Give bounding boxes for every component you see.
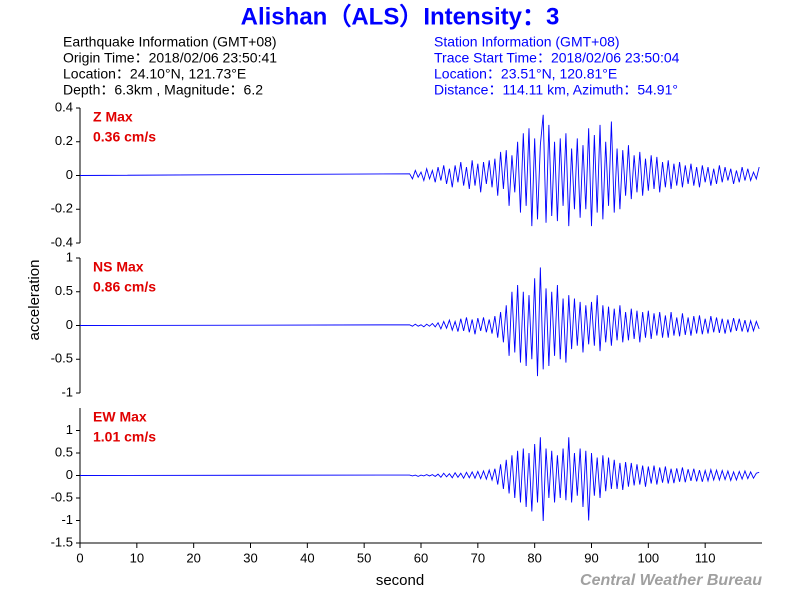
x-tick-label: 50 <box>357 550 371 565</box>
earthquake-info: Earthquake Information (GMT+08) <box>63 34 277 50</box>
panel-label: Z Max <box>93 109 133 125</box>
x-tick-label: 40 <box>300 550 314 565</box>
waveform <box>79 114 760 227</box>
x-tick-label: 80 <box>527 550 541 565</box>
y-tick-label: -1 <box>61 384 73 399</box>
x-axis-label: second <box>376 572 424 589</box>
x-tick-label: 110 <box>695 550 716 565</box>
x-tick-label: 30 <box>243 550 257 565</box>
panel-label: NS Max <box>93 259 144 275</box>
y-tick-label: -1 <box>61 512 73 527</box>
waveform <box>79 267 760 377</box>
watermark: Central Weather Bureau <box>580 572 762 589</box>
y-tick-label: 0.5 <box>55 444 73 459</box>
y-tick-label: 0 <box>66 167 73 182</box>
y-tick-label: 1 <box>66 422 73 437</box>
y-tick-label: -1.5 <box>51 534 73 549</box>
y-tick-label: -0.2 <box>51 201 73 216</box>
earthquake-info: Depth：6.3km , Magnitude：6.2 <box>63 82 263 98</box>
panel-peak: 0.36 cm/s <box>93 129 156 145</box>
y-tick-label: 0.2 <box>55 133 73 148</box>
y-tick-label: -0.4 <box>51 234 73 249</box>
x-tick-label: 10 <box>130 550 144 565</box>
x-tick-label: 70 <box>471 550 485 565</box>
earthquake-info: Location：24.10°N, 121.73°E <box>63 66 246 82</box>
x-tick-label: 60 <box>414 550 428 565</box>
station-info: Station Information (GMT+08) <box>434 34 620 50</box>
panel-label: EW Max <box>93 409 147 425</box>
x-tick-label: 0 <box>76 550 83 565</box>
waveform <box>79 437 760 521</box>
panel-peak: 0.86 cm/s <box>93 279 156 295</box>
station-info: Location：23.51°N, 120.81°E <box>434 66 617 82</box>
chart-title: Alishan（ALS）Intensity：3 <box>241 3 560 30</box>
x-tick-label: 90 <box>584 550 598 565</box>
y-tick-label: 0 <box>66 467 73 482</box>
y-tick-label: -0.5 <box>51 489 73 504</box>
y-tick-label: 0.4 <box>55 99 73 114</box>
station-info: Distance：114.11 km, Azimuth：54.91° <box>434 82 678 98</box>
y-tick-label: 1 <box>66 249 73 264</box>
earthquake-info: Origin Time：2018/02/06 23:50:41 <box>63 50 277 66</box>
y-tick-label: -0.5 <box>51 351 73 366</box>
y-axis-label: acceleration <box>26 260 43 341</box>
x-tick-label: 100 <box>637 550 659 565</box>
panel-peak: 1.01 cm/s <box>93 429 156 445</box>
y-tick-label: 0 <box>66 317 73 332</box>
station-info: Trace Start Time：2018/02/06 23:50:04 <box>434 50 680 66</box>
y-tick-label: 0.5 <box>55 283 73 298</box>
x-tick-label: 20 <box>186 550 200 565</box>
